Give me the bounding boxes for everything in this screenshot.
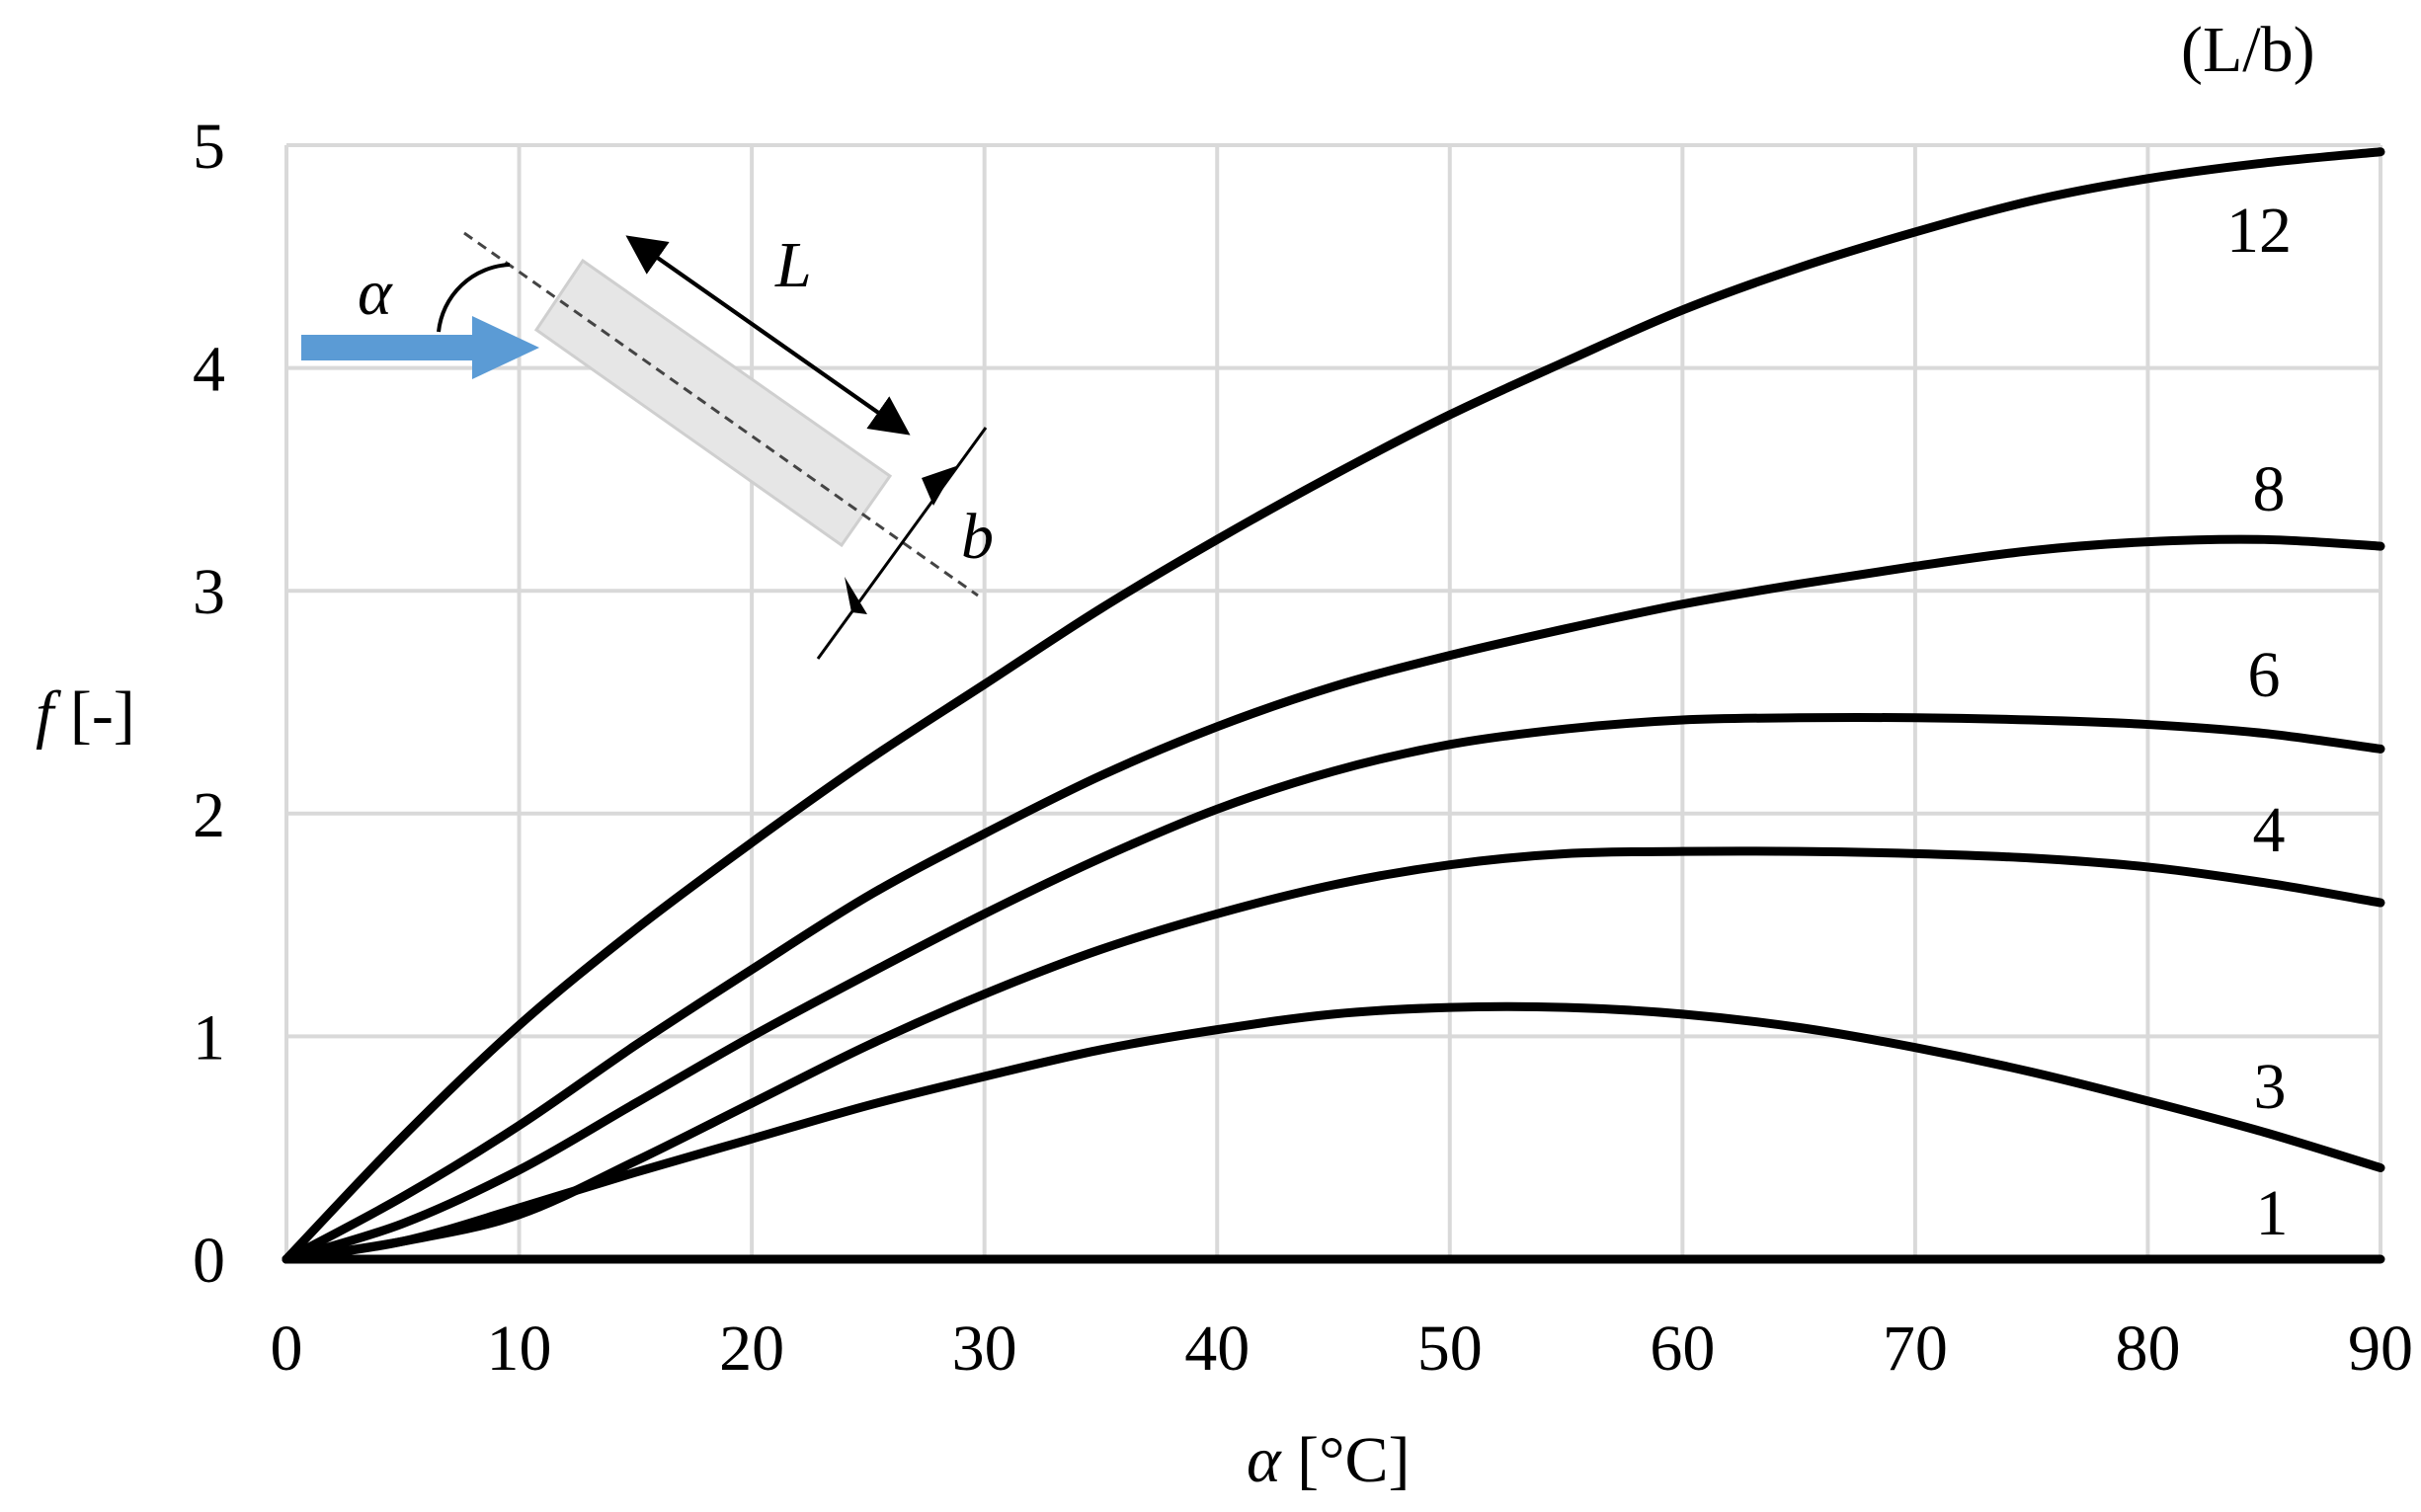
x-tick-label: 40 (1184, 1313, 1250, 1385)
length-dimension-arrow-back (625, 235, 906, 433)
inset-diagram: α L b (301, 229, 994, 660)
y-axis-unit: [-] (53, 678, 134, 751)
x-tick-label: 50 (1417, 1313, 1483, 1385)
series-line-3 (282, 1001, 2385, 1264)
x-axis-symbol: α (1247, 1424, 1282, 1496)
x-tick-label: 30 (952, 1313, 1017, 1385)
width-label: b (961, 501, 994, 573)
width-arrow-top (922, 466, 956, 506)
series-label-8: 8 (2253, 453, 2286, 525)
y-tick-label: 4 (193, 334, 225, 406)
plate-shape (533, 258, 893, 548)
y-tick-label: 3 (193, 556, 225, 628)
width-arrow-bottom (845, 577, 867, 614)
x-tick-label: 60 (1650, 1313, 1715, 1385)
angle-label: α (358, 257, 393, 329)
x-tick-label: 0 (271, 1313, 303, 1385)
y-tick-label: 2 (193, 779, 225, 851)
series-line-12 (282, 147, 2385, 1264)
length-label: L (774, 229, 812, 301)
x-tick-labels: 0 10 20 30 40 50 60 70 80 90 (271, 1313, 2414, 1385)
x-tick-label: 70 (1883, 1313, 1948, 1385)
x-axis-label: α [°C] (1247, 1424, 1411, 1496)
series-label-4: 4 (2253, 794, 2286, 866)
y-tick-label: 0 (193, 1225, 225, 1297)
series-line-6 (282, 713, 2385, 1264)
legend-title: (L/b) (2181, 14, 2315, 86)
y-axis-label: f [-] (36, 678, 135, 751)
width-line (816, 427, 988, 660)
angle-arc (437, 263, 511, 333)
series-label-6: 6 (2248, 639, 2281, 711)
series-line-8 (282, 534, 2385, 1264)
y-tick-label: 5 (193, 111, 225, 183)
plate-centerline (463, 231, 979, 597)
series-line-4 (282, 846, 2385, 1264)
x-tick-label: 90 (2348, 1313, 2413, 1385)
y-tick-label: 1 (193, 1001, 225, 1074)
series-label-12: 12 (2226, 195, 2292, 267)
series-label-3: 3 (2254, 1051, 2287, 1123)
x-axis-unit: [°C] (1281, 1424, 1411, 1496)
series-label-1: 1 (2256, 1177, 2289, 1249)
series-labels: 12 8 6 4 3 1 (2226, 195, 2292, 1249)
flow-arrow-head (472, 316, 539, 379)
x-tick-label: 80 (2115, 1313, 2180, 1385)
curves (282, 147, 2385, 1264)
x-tick-label: 20 (719, 1313, 784, 1385)
y-tick-labels: 0 1 2 3 4 5 (193, 111, 225, 1297)
x-tick-label: 10 (487, 1313, 552, 1385)
